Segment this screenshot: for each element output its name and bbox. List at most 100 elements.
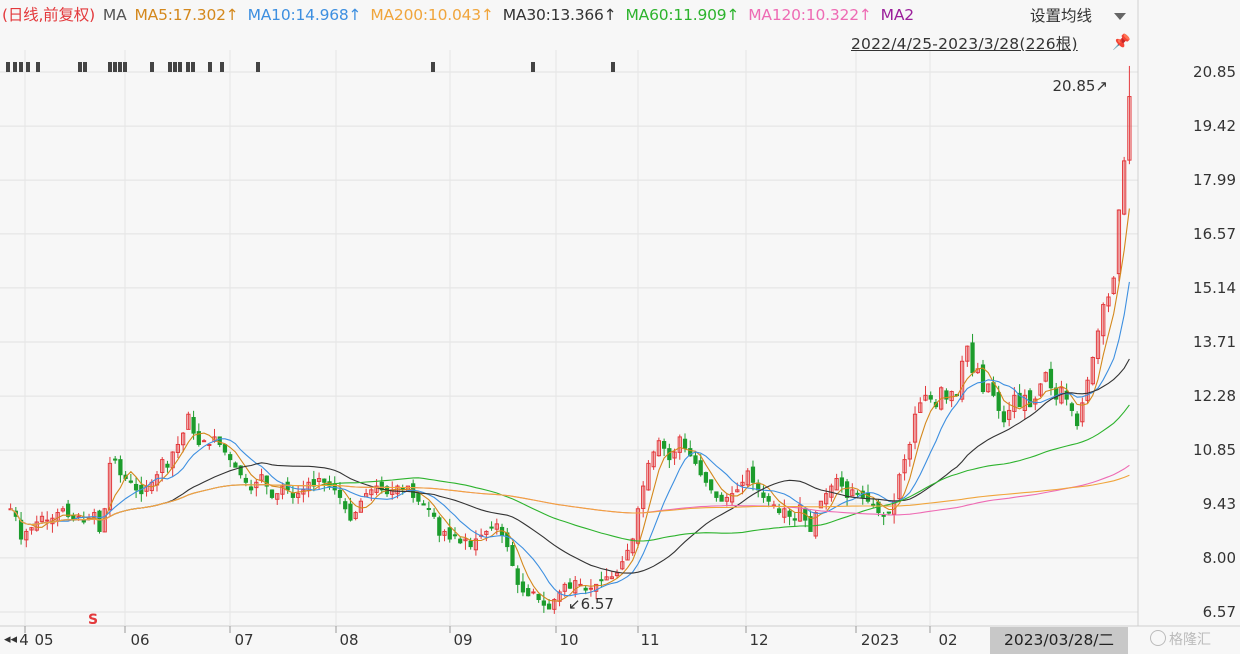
signal-marker [113, 62, 117, 72]
rewind-icon[interactable]: ◂◂ [4, 632, 18, 647]
y-tick-label: 20.85 [1193, 63, 1236, 81]
candle-body [1074, 413, 1080, 427]
chevron-down-icon[interactable] [1114, 13, 1126, 20]
candle-body [421, 503, 426, 506]
signal-marker [123, 62, 127, 72]
candle-body [186, 413, 191, 430]
candle-body [688, 448, 693, 457]
candle-body [395, 485, 400, 495]
candle-body [782, 508, 787, 518]
candle-body [113, 458, 118, 461]
signal-marker [36, 62, 40, 72]
candle-body [609, 576, 614, 580]
candle-body [196, 431, 201, 445]
signal-marker [83, 62, 87, 72]
candle-body [431, 512, 437, 517]
candle-body [703, 472, 709, 483]
candle-body [635, 508, 641, 544]
candle-body [348, 503, 353, 521]
selected-date-box: 2023/03/28/二 [990, 627, 1128, 654]
signal-marker [531, 62, 535, 72]
candle-body [207, 443, 212, 446]
candle-body [510, 545, 515, 566]
candle-body [1127, 96, 1132, 161]
candle-body [614, 572, 620, 577]
y-tick-label: 12.28 [1193, 387, 1236, 405]
candle-body [269, 489, 275, 498]
candle-body [698, 460, 703, 476]
candle-body [191, 416, 196, 434]
annotation-high: 20.85↗ [1052, 77, 1108, 95]
candle-body [761, 492, 766, 498]
x-tick-label: 06 [130, 631, 149, 649]
candle-body [824, 493, 829, 505]
signal-marker [173, 62, 177, 72]
ma-line-ma10 [10, 281, 1130, 597]
signal-marker [13, 62, 17, 72]
candle-body [902, 459, 907, 474]
candle-body [808, 516, 813, 532]
candle-body [646, 462, 651, 491]
candle-body [672, 451, 677, 459]
candle-body [175, 443, 181, 453]
candle-body [745, 470, 750, 486]
candle-body [959, 360, 965, 400]
candle-body [980, 364, 986, 393]
date-range-label: 2022/4/25-2023/3/28(226根) [851, 35, 1078, 53]
candle-body [133, 483, 139, 491]
ma60-label: MA60:11.909↑ [625, 6, 740, 24]
candle-body [996, 392, 1001, 411]
candle-body [1069, 403, 1074, 411]
candle-body [536, 593, 541, 601]
candle-body [343, 501, 348, 510]
candle-body [107, 462, 113, 511]
signal-marker [208, 62, 212, 72]
candle-body [165, 463, 170, 468]
ma5-label: MA5:17.302↑ [134, 6, 239, 24]
settings-ma-button[interactable]: 设置均线 [1030, 7, 1093, 25]
candle-body [296, 493, 301, 498]
candle-body [426, 508, 431, 511]
candle-body [865, 492, 871, 502]
candle-body [918, 402, 923, 413]
candle-body [604, 576, 609, 581]
candle-body [740, 481, 745, 486]
y-tick-label: 15.14 [1193, 279, 1236, 297]
candle-body [442, 530, 447, 536]
candle-body [923, 394, 928, 401]
candle-body [651, 451, 656, 468]
candle-body [970, 342, 975, 374]
candle-body [594, 583, 599, 592]
candle-body [1106, 296, 1111, 307]
candle-body [567, 582, 573, 589]
candle-body [787, 510, 792, 517]
candle-body [458, 538, 463, 544]
signal-marker [220, 62, 224, 72]
period-label: (日线,前复权) [2, 6, 95, 24]
candle-body [118, 459, 123, 476]
pin-icon[interactable]: 📌 [1112, 33, 1131, 51]
signal-marker [78, 62, 82, 72]
candle-body [1085, 379, 1090, 401]
candle-body [625, 549, 630, 561]
candle-body [834, 478, 839, 491]
signal-marker [150, 62, 154, 72]
signal-marker [26, 62, 30, 72]
candle-body [1090, 357, 1095, 385]
candle-body [228, 454, 233, 461]
candle-body [1017, 392, 1022, 408]
signal-marker [108, 62, 112, 72]
candle-body [290, 492, 296, 498]
candle-body [897, 474, 902, 500]
candle-body [855, 492, 860, 495]
candle-body [620, 561, 625, 570]
watermark-text: 格隆汇 [1169, 632, 1211, 648]
y-tick-label: 17.99 [1193, 171, 1236, 189]
candle-body [248, 486, 254, 491]
ma30-label: MA30:13.366↑ [502, 6, 617, 24]
candle-body [463, 538, 468, 542]
signal-marker [168, 62, 172, 72]
signal-marker [178, 62, 182, 72]
